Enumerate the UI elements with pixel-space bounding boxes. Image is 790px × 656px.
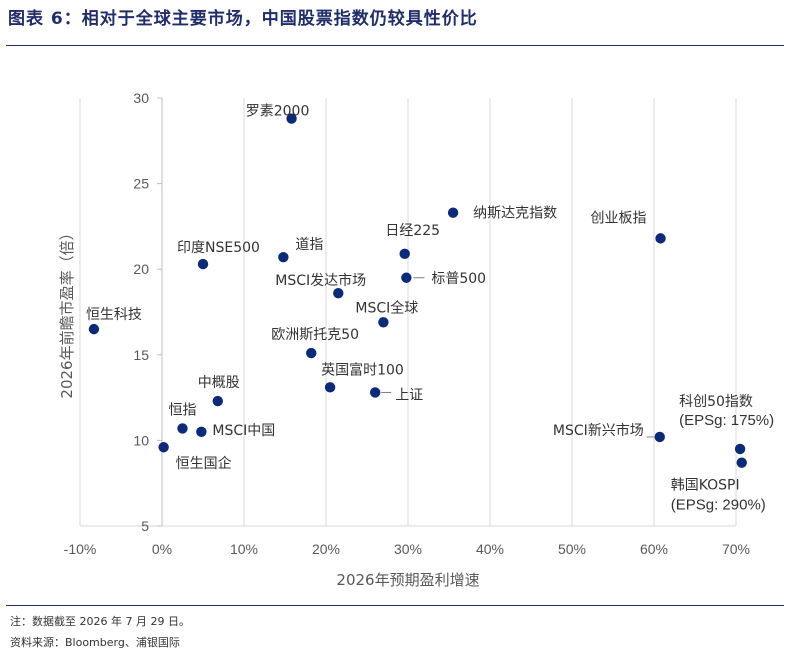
title-rule bbox=[6, 45, 784, 46]
source-note: 资料来源：Bloomberg、浦银国际 bbox=[10, 636, 180, 649]
footer-rule bbox=[6, 605, 784, 606]
point-msci中国 bbox=[196, 426, 207, 438]
x-tick-label: 20% bbox=[312, 541, 340, 557]
point-label: 科创50指数 bbox=[679, 394, 753, 410]
point-label: 标普500 bbox=[431, 271, 486, 287]
point-label: 纳斯达克指数 bbox=[473, 206, 557, 222]
point-label: 罗素2000 bbox=[246, 104, 310, 120]
grid-layer bbox=[79, 97, 737, 527]
point-label: 上证 bbox=[395, 387, 423, 403]
point-msci新兴市场 bbox=[654, 431, 665, 443]
y-tick-label: 20 bbox=[133, 261, 149, 277]
point-英国富时100 bbox=[324, 382, 336, 393]
point-创业板指 bbox=[655, 233, 666, 244]
x-tick-label: 50% bbox=[558, 541, 586, 557]
point-科创50指数 bbox=[734, 443, 746, 455]
x-tick-label: 0% bbox=[152, 541, 172, 557]
point-韩国kospi bbox=[736, 457, 747, 468]
point-label: 道指 bbox=[295, 237, 323, 253]
point-label: MSCI中国 bbox=[212, 423, 275, 439]
point-sublabel: (EPSg: 175%) bbox=[679, 412, 774, 429]
y-tick-label: 30 bbox=[133, 90, 149, 106]
x-tick-label: 30% bbox=[394, 541, 422, 557]
point-msci全球 bbox=[378, 317, 389, 328]
point-label: 中概股 bbox=[198, 375, 240, 391]
point-msci发达市场 bbox=[333, 287, 344, 299]
x-tick-label: 60% bbox=[640, 541, 668, 557]
point-label: 创业板指 bbox=[591, 210, 647, 226]
point-欧洲斯托克50 bbox=[306, 347, 317, 359]
x-tick-labels: -10% 0% 10% 20% 30% 40% 50% 60% 70% bbox=[64, 541, 750, 557]
y-tick-label: 5 bbox=[141, 518, 149, 534]
point-label: 英国富时100 bbox=[321, 361, 404, 378]
point-上证 bbox=[370, 387, 381, 398]
point-label: MSCI发达市场 bbox=[275, 272, 366, 289]
data-points bbox=[88, 113, 747, 468]
point-标普500 bbox=[401, 272, 412, 283]
point-中概股 bbox=[212, 395, 223, 407]
point-罗素2000 bbox=[286, 113, 297, 124]
x-tick-label: -10% bbox=[64, 541, 97, 557]
y-axis-label: 2026年前瞻市盈率（倍） bbox=[58, 225, 76, 398]
point-印度nse500 bbox=[197, 258, 209, 270]
x-tick-label: 40% bbox=[476, 541, 504, 557]
point-恒生国企 bbox=[158, 442, 169, 453]
point-label: 恒生国企 bbox=[176, 455, 232, 472]
y-tick-label: 10 bbox=[133, 432, 149, 448]
x-tick-label: 10% bbox=[230, 541, 258, 557]
x-tick-label: 70% bbox=[722, 541, 750, 557]
point-纳斯达克指数 bbox=[447, 207, 459, 218]
point-label: 印度NSE500 bbox=[177, 240, 260, 256]
point-label: 韩国KOSPI bbox=[671, 478, 740, 494]
y-tick-label: 25 bbox=[133, 176, 149, 192]
point-恒指 bbox=[177, 423, 188, 434]
point-label: 恒生科技 bbox=[86, 307, 142, 323]
figure-title: 图表 6：相对于全球主要市场，中国股票指数仍较具性价比 bbox=[8, 9, 478, 29]
point-道指 bbox=[278, 252, 289, 263]
scatter-chart: -10% 0% 10% 20% 30% 40% 50% 60% 70% 51015202530 … bbox=[58, 90, 774, 589]
point-label: 恒指 bbox=[169, 402, 197, 418]
point-恒生科技 bbox=[88, 323, 100, 335]
point-label: MSCI全球 bbox=[355, 299, 418, 316]
x-axis-label: 2026年预期盈利增速 bbox=[336, 571, 479, 589]
point-日经225 bbox=[399, 248, 410, 259]
point-sublabel: (EPSg: 290%) bbox=[671, 497, 766, 514]
point-label: 日经225 bbox=[385, 223, 440, 239]
data-note: 注：数据截至 2026 年 7 月 29 日。 bbox=[10, 615, 190, 628]
point-label: MSCI新兴市场 bbox=[553, 422, 644, 439]
y-tick-label: 15 bbox=[133, 347, 149, 363]
point-label: 欧洲斯托克50 bbox=[271, 327, 359, 343]
y-tick-labels: 5 10 15 20 25 30 bbox=[133, 90, 149, 534]
